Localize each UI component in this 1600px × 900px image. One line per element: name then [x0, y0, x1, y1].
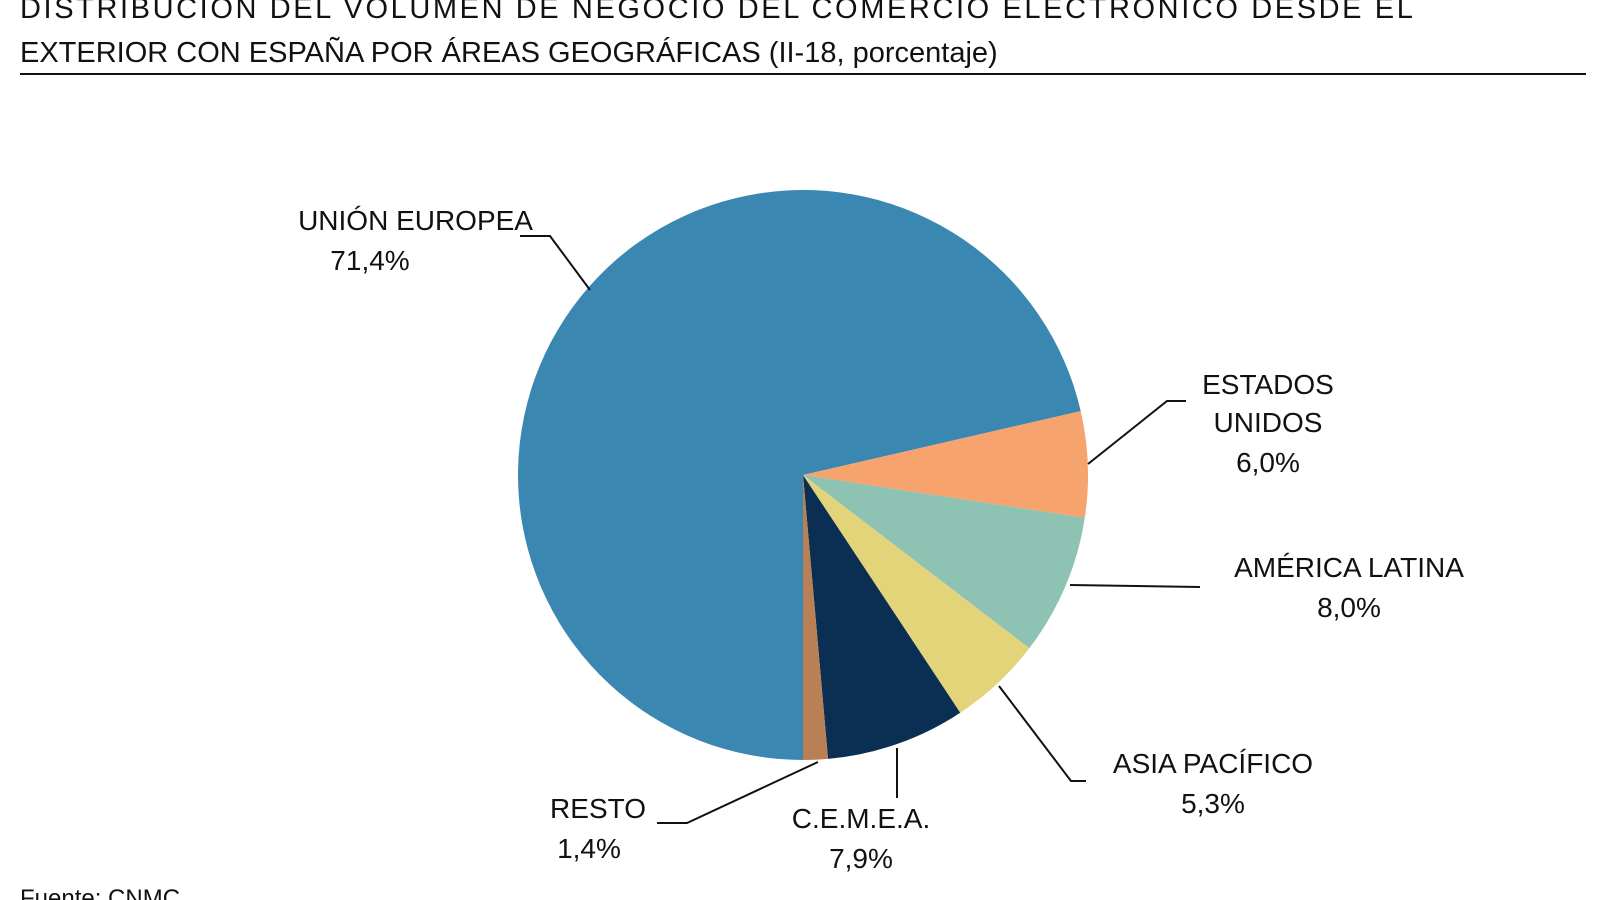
pie-slice-3 — [803, 475, 1085, 649]
pie-slice-6 — [803, 475, 829, 760]
title-divider — [20, 73, 1586, 75]
leader-line-3 — [1069, 584, 1201, 588]
slice-label-5-line-1: C.E.M.E.A. — [792, 803, 930, 834]
leader-line-1 — [520, 235, 591, 291]
leader-line-2 — [1087, 400, 1186, 465]
slice-value-label-6: 1,4% — [557, 833, 621, 864]
slice-label-2-line-1: ESTADOS — [1202, 369, 1334, 400]
pie-slice-5 — [803, 475, 961, 759]
slice-label-3-line-1: AMÉRICA LATINA — [1234, 552, 1464, 583]
pie-labels: UNIÓN EUROPEA 71,4% ESTADOS UNIDOS 6,0% AMÉRI… — [298, 205, 1464, 874]
leader-line-6 — [657, 761, 819, 824]
chart-title: DISTRIBUCIÓN DEL VOLUMEN DE NEGOCIO DEL … — [20, 0, 1580, 75]
slice-value-label-2: 6,0% — [1236, 447, 1300, 478]
pie-slice-2 — [803, 411, 1089, 518]
slice-label-4-line-1: ASIA PACÍFICO — [1113, 748, 1313, 779]
chart-title-line-2: EXTERIOR CON ESPAÑA POR ÁREAS GEOGRÁFICA… — [20, 37, 998, 69]
slice-value-label-4: 5,3% — [1181, 788, 1245, 819]
slice-value-label-1: 71,4% — [330, 245, 409, 276]
slice-label-6-line-1: RESTO — [550, 793, 646, 824]
slice-label-2-line-2: UNIDOS — [1214, 407, 1323, 438]
source-note: Fuente: CNMC — [20, 885, 181, 900]
pie-slice-4 — [803, 475, 1030, 713]
pie-slice-1 — [518, 190, 1081, 761]
slice-value-label-3: 8,0% — [1317, 592, 1381, 623]
slice-label-1-line-1: UNIÓN EUROPEA — [298, 205, 533, 236]
leader-line-4 — [998, 685, 1086, 782]
chart-title-line-1: DISTRIBUCIÓN DEL VOLUMEN DE NEGOCIO DEL … — [20, 0, 1416, 25]
pie-slices — [518, 190, 1089, 761]
slice-value-label-5: 7,9% — [829, 843, 893, 874]
